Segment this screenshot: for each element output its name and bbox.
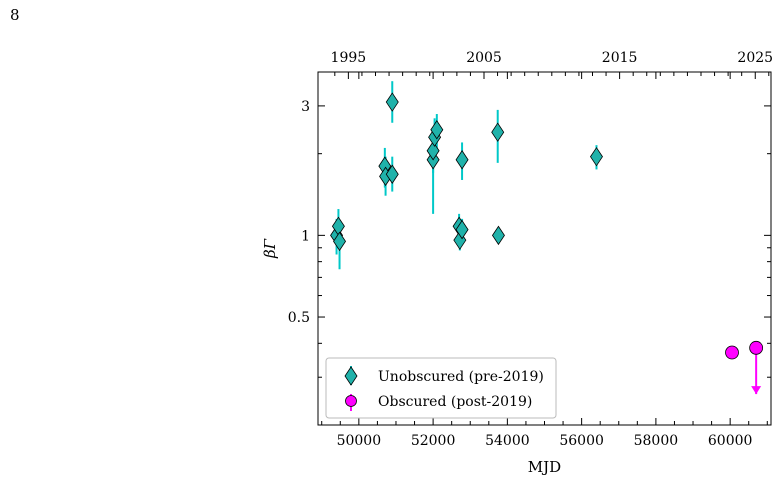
upper-limit-arrow [751,386,762,395]
top-tick-label: 2015 [602,50,638,66]
x-tick-label: 54000 [485,433,530,449]
top-tick-label: 1995 [331,50,367,66]
data-point-diamond [385,92,399,112]
data-point-diamond [333,231,347,252]
data-point-diamond [426,141,440,161]
top-tick-label: 2025 [737,50,773,66]
y-tick-label: 1 [301,228,310,244]
data-point-diamond [590,146,603,167]
data-point-circle [749,340,764,355]
x-tick-label: 60000 [708,433,753,449]
legend: Unobscured (pre-2019) Obscured (post-2019… [325,357,557,419]
data-point-diamond [455,219,469,240]
x-axis-label: MJD [528,458,561,476]
plot-area [330,81,764,395]
x-tick-label: 52000 [411,433,456,449]
data-point-diamond [385,164,399,184]
data-point-diamond [491,122,505,142]
data-point-diamond [491,225,505,246]
data-point-diamond [344,366,358,386]
data-point-diamond [455,149,469,170]
legend-box [325,357,557,419]
x-tick-label: 50000 [337,433,382,449]
axes: 50000 52000 54000 56000 58000 60000 1995 2005 20… [288,50,773,449]
legend-label-unobscured: Unobscured (pre-2019) [378,369,544,385]
legend-marker-circle [345,395,357,407]
y-tick-label: 3 [301,99,310,115]
data-point-circle [725,345,739,360]
x-tick-label: 58000 [634,433,679,449]
data-point-diamond [430,120,444,140]
top-tick-label: 2005 [466,50,502,66]
legend-label-obscured: Obscured (post-2019) [378,394,532,410]
y-axis-label: βΓ [261,238,279,259]
y-tick-label: 0.5 [288,310,310,326]
page-number: 8 [10,6,20,24]
x-tick-label: 56000 [559,433,604,449]
